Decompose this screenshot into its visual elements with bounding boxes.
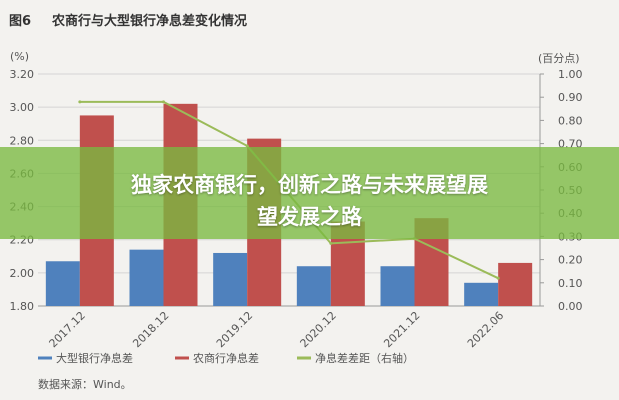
large-bank-bar xyxy=(380,266,415,306)
headline-banner: 独家农商银行，创新之路与未来展望展 望发展之路 xyxy=(0,147,619,239)
x-tick-label: 2018.12 xyxy=(130,309,171,350)
large-bank-bar xyxy=(296,266,331,306)
legend-rural-bank-label: 农商行净息差 xyxy=(193,351,259,365)
left-tick-label: 3.20 xyxy=(10,68,35,81)
figure-number: 图6 xyxy=(9,14,32,29)
spread-point xyxy=(496,276,500,280)
right-tick-label: 0.00 xyxy=(558,300,583,313)
left-tick-label: 3.00 xyxy=(10,101,35,114)
right-tick-label: 0.90 xyxy=(558,91,583,104)
data-source: 数据来源：Wind。 xyxy=(38,378,132,391)
large-bank-bar xyxy=(464,282,499,306)
left-tick-label: 1.80 xyxy=(10,300,35,313)
left-tick-label: 2.80 xyxy=(10,134,35,147)
x-tick-label: 2019.12 xyxy=(214,309,255,350)
large-bank-bar xyxy=(129,249,164,306)
headline-line-2: 望发展之路 xyxy=(257,205,362,229)
spread-point xyxy=(245,144,249,148)
left-axis-unit: (%) xyxy=(10,50,30,63)
spread-point xyxy=(162,100,165,104)
right-tick-label: 0.20 xyxy=(558,254,583,267)
large-bank-bar xyxy=(213,252,248,306)
x-tick-label: 2022.06 xyxy=(465,309,506,350)
spread-point xyxy=(78,100,82,104)
legend-large-bank-label: 大型银行净息差 xyxy=(56,351,133,365)
right-tick-label: 1.00 xyxy=(558,68,583,81)
right-axis-unit: (百分点) xyxy=(538,52,580,65)
left-tick-label: 2.00 xyxy=(10,267,35,280)
rural-bank-bar xyxy=(498,262,533,306)
large-bank-bar xyxy=(45,261,80,306)
right-tick-label: 0.80 xyxy=(558,114,583,127)
x-tick-label: 2021.12 xyxy=(381,309,422,350)
legend-spread-label: 净息差差距（右轴） xyxy=(315,351,414,365)
x-tick-label: 2020.12 xyxy=(298,309,339,350)
chart-title: 农商行与大型银行净息差变化情况 xyxy=(52,14,248,29)
x-tick-label: 2017.12 xyxy=(47,309,88,350)
headline-line-1: 独家农商银行，创新之路与未来展望展 xyxy=(131,173,488,197)
spread-point xyxy=(329,241,333,245)
right-tick-label: 0.10 xyxy=(558,277,583,290)
